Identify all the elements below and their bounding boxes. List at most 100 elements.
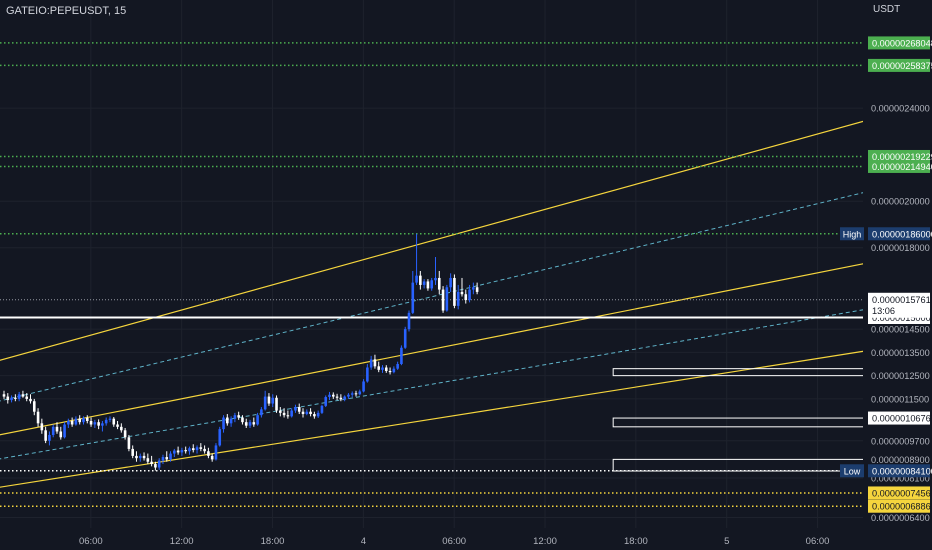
candle-body [138, 455, 142, 459]
candle-29 [112, 417, 116, 427]
x-tick-label: 12:00 [533, 536, 557, 547]
candle-body [104, 419, 108, 424]
candle-120 [456, 284, 460, 310]
candle-68 [260, 407, 263, 418]
candle-101 [384, 365, 388, 373]
candle-40 [154, 461, 157, 471]
candle-body [343, 396, 346, 400]
candle-body [207, 451, 210, 456]
candle-body [70, 421, 74, 425]
candle-body [460, 291, 464, 295]
candle-94 [358, 389, 362, 396]
candle-body [449, 277, 452, 288]
y-tick-label: 0.0000020000 [871, 197, 930, 207]
candle-body [400, 347, 403, 365]
candle-58 [222, 415, 225, 433]
candle-43 [165, 451, 169, 462]
candle-body [123, 430, 127, 438]
candle-body [422, 281, 426, 285]
candle-83 [316, 410, 320, 418]
candle-body [407, 312, 411, 330]
candle-87 [331, 392, 335, 399]
candle-105 [400, 345, 403, 366]
candle-78 [297, 403, 301, 415]
candle-8 [32, 398, 36, 416]
candle-23 [89, 417, 93, 427]
candle-body [67, 421, 70, 425]
candle-body [358, 391, 362, 395]
x-tick-label: 4 [361, 536, 366, 547]
candle-body [445, 287, 449, 311]
candle-body [475, 287, 479, 292]
candle-119 [453, 274, 456, 309]
candle-56 [214, 443, 218, 461]
candle-body [233, 415, 237, 419]
candle-body [63, 424, 66, 438]
candle-body [468, 289, 471, 301]
candle-98 [373, 354, 377, 369]
candle-body [108, 418, 112, 420]
candle-106 [403, 326, 407, 349]
candle-body [430, 280, 434, 289]
level-tag-4-bg [868, 227, 930, 241]
candle-84 [320, 404, 324, 415]
candle-body [85, 417, 89, 422]
candle-85 [324, 395, 328, 408]
candle-body [347, 394, 350, 397]
candle-body [354, 393, 358, 395]
candle-14 [55, 422, 59, 434]
candle-81 [309, 408, 312, 417]
candle-body [222, 417, 225, 430]
level-tag-6-bg [868, 464, 930, 478]
candle-body [282, 412, 286, 416]
candle-47 [180, 447, 184, 456]
candle-body [388, 370, 392, 373]
candle-body [335, 396, 339, 398]
candle-body [263, 396, 267, 410]
candle-body [55, 426, 59, 432]
candle-21 [82, 416, 85, 425]
candle-24 [93, 419, 97, 428]
candle-body [286, 415, 290, 417]
level-tag-8-bg [868, 499, 930, 513]
candle-body [165, 457, 169, 460]
candle-body [17, 394, 21, 399]
candle-0 [2, 390, 6, 399]
price-axis[interactable]: 0.0000024000 0.0000020000 0.0000018000 0.00… [863, 0, 932, 550]
candle-body [161, 457, 165, 461]
candle-5 [21, 390, 25, 398]
candle-50 [191, 444, 195, 453]
y-tick-label: 0.0000008900 [871, 455, 930, 465]
candle-body [275, 397, 278, 411]
candle-body [464, 294, 468, 301]
candle-body [89, 421, 93, 425]
level-tag-2: 0.00000219229 [872, 152, 932, 162]
candle-4 [17, 391, 21, 402]
candle-body [195, 447, 199, 451]
candle-body [294, 407, 297, 411]
channel-dashed-line-1 [0, 305, 886, 460]
candle-body [260, 409, 263, 416]
candle-53 [203, 445, 206, 454]
candle-6 [25, 393, 29, 402]
x-tick-label: 18:00 [624, 536, 648, 547]
time-axis[interactable]: 06:00 12:00 18:00 4 06:00 12:00 18:00 5 06:00 [79, 536, 830, 547]
candle-41 [157, 458, 161, 470]
level-tag-5-bg [868, 411, 930, 425]
candle-body [313, 414, 316, 417]
candle-body [25, 396, 29, 399]
candle-body [369, 359, 373, 368]
candle-body [403, 329, 407, 348]
symbol-label[interactable]: GATEIO:PEPEUSDT, 15 [6, 5, 127, 17]
high-tag: High [843, 229, 862, 239]
candle-body [434, 277, 437, 281]
candle-25 [97, 419, 100, 430]
candle-body [411, 282, 415, 313]
white-level-tag: 0.0000015000 [872, 313, 931, 323]
candle-110 [419, 270, 422, 290]
candle-body [226, 417, 229, 424]
candle-27 [104, 417, 108, 426]
level-tag-0-bg [868, 36, 930, 50]
candle-112 [426, 279, 430, 291]
